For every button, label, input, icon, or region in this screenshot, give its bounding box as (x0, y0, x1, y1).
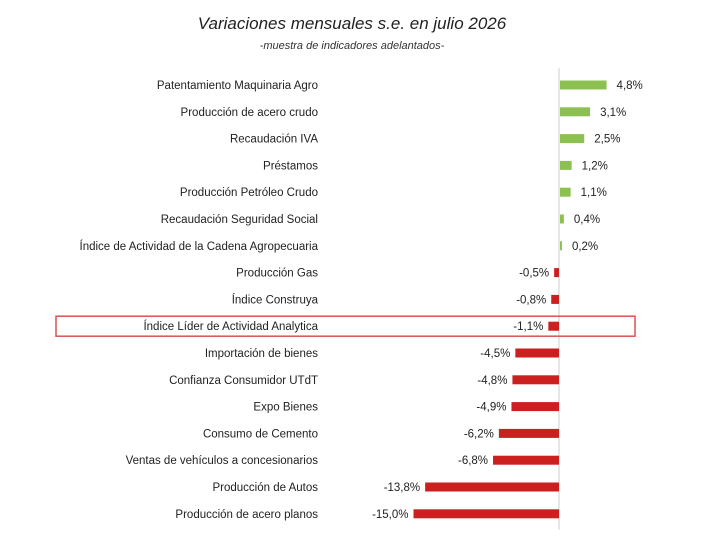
category-label: Índice de Actividad de la Cadena Agropec… (80, 240, 319, 253)
bar (554, 268, 559, 278)
value-label: 1,1% (581, 187, 607, 199)
bar (515, 348, 559, 358)
bar (560, 80, 607, 90)
bar (560, 187, 571, 197)
category-label: Recaudación Seguridad Social (161, 214, 318, 226)
bar (425, 482, 559, 492)
highlight-box (55, 315, 636, 337)
chart-subtitle: -muestra de indicadores adelantados- (259, 40, 445, 52)
value-label: -0,5% (519, 268, 549, 280)
value-label: -6,2% (464, 428, 494, 440)
category-label: Producción Gas (236, 268, 318, 280)
category-label: Préstamos (263, 160, 318, 172)
category-label: Confianza Consumidor UTdT (169, 375, 318, 387)
value-label: -13,8% (384, 482, 420, 494)
category-label: Expo Bienes (253, 402, 318, 414)
bar (413, 509, 559, 519)
category-label: Producción de Autos (213, 482, 319, 494)
category-label: Producción de acero crudo (181, 107, 318, 119)
category-label: Producción de acero planos (175, 509, 318, 521)
bar (498, 428, 559, 438)
category-label: Índice Construya (232, 293, 319, 306)
value-label: -4,8% (477, 375, 507, 387)
value-label: 0,2% (572, 241, 598, 253)
value-label: -1,1% (513, 321, 543, 333)
bar (493, 455, 559, 465)
category-label: Importación de bienes (205, 348, 318, 360)
bar (560, 241, 562, 251)
value-label: 1,2% (582, 160, 608, 172)
category-label: Índice Líder de Actividad Analytica (143, 320, 318, 333)
category-label: Ventas de vehículos a concesionarios (126, 455, 319, 467)
value-label: 2,5% (594, 134, 620, 146)
category-label: Patentamiento Maquinaria Agro (157, 80, 318, 92)
category-label: Consumo de Cemento (203, 428, 318, 440)
bar (512, 375, 559, 385)
value-label: -0,8% (516, 294, 546, 306)
bar (560, 160, 572, 170)
value-label: -15,0% (372, 509, 408, 521)
bar (551, 294, 559, 304)
chart-title: Variaciones mensuales s.e. en julio 2026 (197, 14, 507, 33)
bar (560, 134, 585, 144)
category-label: Recaudación IVA (230, 134, 318, 146)
bar (560, 214, 564, 224)
value-label: -6,8% (458, 455, 488, 467)
value-label: 4,8% (617, 80, 643, 92)
value-label: -4,5% (480, 348, 510, 360)
category-label: Producción Petróleo Crudo (180, 187, 318, 199)
value-label: 3,1% (600, 107, 626, 119)
value-label: 0,4% (574, 214, 600, 226)
bar (560, 107, 591, 117)
bar (548, 321, 559, 331)
value-label: -4,9% (476, 402, 506, 414)
bar (511, 402, 559, 412)
